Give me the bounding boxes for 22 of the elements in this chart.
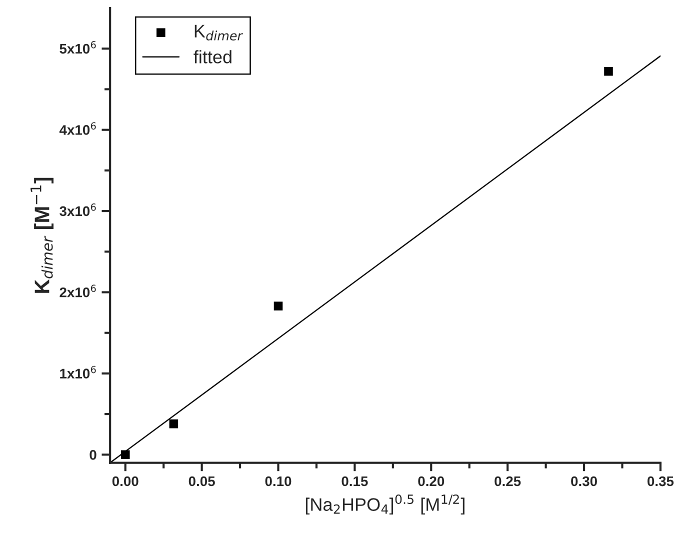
x-tick-label: 0.15 [342, 476, 368, 486]
y-tick-label: 1x10$^{6}$ [60, 366, 96, 379]
y-tick-label: 2x10$^{6}$ [60, 284, 96, 298]
y-tick-label: 3x10$^{6}$ [60, 203, 96, 216]
y-tick-label: 4x10$^{6}$ [59, 122, 96, 135]
x-tick-label: 0.10 [265, 476, 292, 486]
y-axis-title: K$_{dimer}$ [M$^{−1}$] [30, 178, 54, 293]
legend-label: fitted [194, 50, 232, 64]
y-tick-label: 5x10$^{6}$ [60, 41, 96, 54]
point [169, 419, 178, 428]
y-tick-label: 0 [90, 450, 96, 460]
point [274, 302, 283, 310]
x-tick-label: 0.25 [494, 476, 521, 486]
legend-label: K$_{dimer}$ [194, 24, 244, 40]
point [604, 66, 613, 76]
x-tick-label: 0.20 [418, 476, 444, 486]
x-tick-label: 0.05 [188, 476, 215, 486]
point [120, 450, 130, 460]
x-tick-label: 0.30 [571, 476, 597, 486]
x-tick-label: 0.00 [112, 476, 138, 486]
text: [Na$_{2}$HPO$_{4}$]$^{0.5}$ [M$^{1/2}$] [306, 494, 464, 515]
x-tick-label: 0.35 [648, 476, 674, 486]
